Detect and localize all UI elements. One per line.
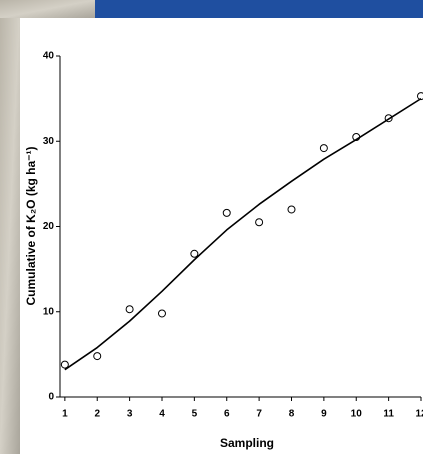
texture-corner xyxy=(0,0,95,18)
x-tick-label: 7 xyxy=(256,409,262,420)
data-point xyxy=(288,206,295,213)
x-tick-label: 8 xyxy=(289,409,295,420)
header-bar xyxy=(95,0,423,18)
y-tick-label: 10 xyxy=(43,306,55,317)
x-tick-label: 12 xyxy=(415,409,423,420)
data-point xyxy=(94,353,101,360)
x-tick-label: 6 xyxy=(224,409,230,420)
y-tick-label: 30 xyxy=(43,136,55,147)
page: {"chart_data": {"type": "scatter", "x_la… xyxy=(0,0,423,454)
x-tick-label: 10 xyxy=(351,409,363,420)
x-tick-label: 11 xyxy=(383,409,394,420)
data-point xyxy=(126,306,133,313)
data-point xyxy=(191,250,198,257)
x-axis-title: Sampling xyxy=(220,436,274,450)
data-point xyxy=(320,145,327,152)
data-point xyxy=(158,310,165,317)
y-tick-label: 0 xyxy=(48,392,54,403)
x-tick-label: 5 xyxy=(192,409,198,420)
x-tick-label: 4 xyxy=(159,409,165,420)
data-point xyxy=(223,209,230,216)
data-point xyxy=(256,219,263,226)
x-tick-label: 2 xyxy=(94,409,100,420)
y-tick-label: 40 xyxy=(43,51,55,62)
background xyxy=(0,0,423,454)
chart: 010203040123456789101112 Sampling Cumula… xyxy=(0,0,423,454)
x-tick-label: 9 xyxy=(321,409,327,420)
y-axis-title: Cumulative of K₂O (kg ha⁻¹) xyxy=(24,146,38,305)
x-tick-label: 3 xyxy=(127,409,133,420)
x-tick-label: 1 xyxy=(62,409,68,420)
texture-strip xyxy=(0,0,20,454)
data-point xyxy=(61,361,68,368)
y-tick-label: 20 xyxy=(43,221,55,232)
